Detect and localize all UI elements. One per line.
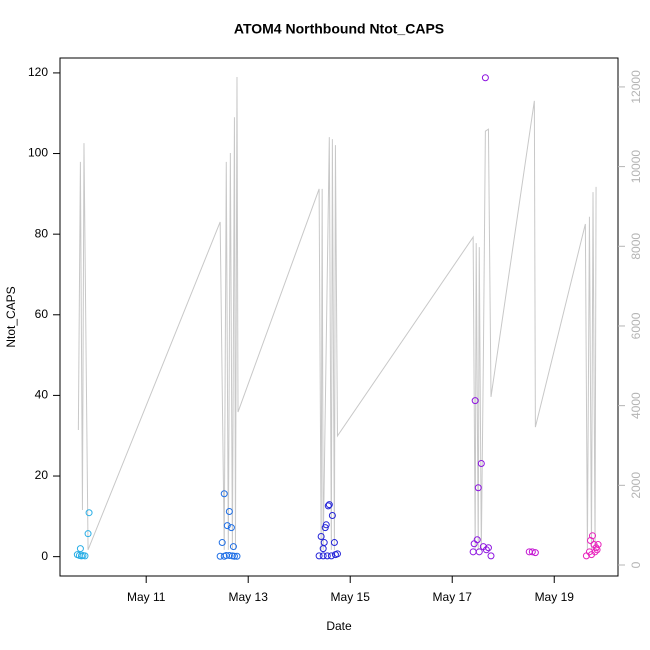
y2-tick-label: 12000 [629,70,643,104]
point [317,532,325,540]
data-line [77,76,597,551]
point [315,552,323,560]
y2-tick-label: 8000 [629,233,643,260]
y-tick-label: 80 [35,226,49,240]
x-tick-label: May 13 [229,590,269,604]
point [482,546,490,554]
y2-tick-label: 10000 [629,150,643,184]
point [225,551,233,559]
point [323,552,331,560]
point [85,509,93,517]
plot-box [59,57,619,577]
y-tick-label: 100 [28,146,48,160]
y2-tick-label: 4000 [629,392,643,419]
y2-tick-label: 2000 [629,472,643,499]
point [223,522,231,530]
point [477,460,485,468]
point [481,74,489,82]
point [225,508,233,516]
point [333,550,341,558]
point [229,543,237,551]
point [324,502,332,510]
point [586,537,594,545]
point [330,539,338,547]
point [227,524,235,532]
point [528,548,536,556]
point [320,539,328,547]
chart-title: ATOM4 Northbound Ntot_CAPS [234,21,444,37]
y-tick-label: 60 [35,307,49,321]
point [487,552,495,560]
x-tick-label: May 17 [433,590,473,604]
y-tick-label: 0 [41,549,48,563]
x-tick-label: May 11 [127,590,166,604]
point [475,548,483,556]
point [325,501,333,509]
x-tick-label: May 15 [331,590,371,604]
y-tick-label: 20 [35,468,49,482]
y-tick-label: 40 [35,388,49,402]
point [474,484,482,492]
point [593,546,601,554]
x-axis-label: Date [326,619,352,633]
y2-tick-label: 6000 [629,312,643,339]
point [220,490,228,498]
point [319,552,327,560]
y-axis-label: Ntot_CAPS [4,286,18,347]
point [76,545,84,553]
point [594,541,602,549]
point [84,530,92,538]
point [218,539,226,547]
point [531,549,539,557]
x-tick-label: May 19 [535,590,575,604]
point [233,552,241,560]
point [473,536,481,544]
y2-tick-label: 0 [629,561,643,568]
point [328,512,336,520]
point [230,552,238,560]
point [81,552,89,560]
point [591,548,599,556]
point [484,544,492,552]
point [327,552,335,560]
y-tick-label: 120 [28,65,48,79]
point [471,397,479,405]
point [322,521,330,529]
